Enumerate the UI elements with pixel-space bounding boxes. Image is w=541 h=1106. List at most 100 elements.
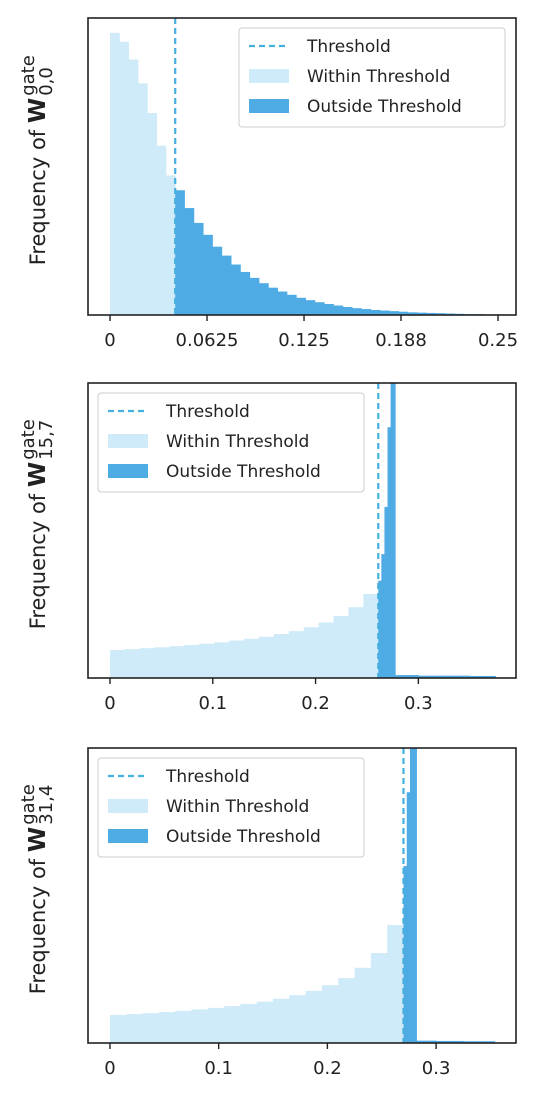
histogram-bar: [305, 300, 316, 315]
x-tick-label: 0: [104, 1058, 115, 1079]
y-label-text: Frequency of W: [25, 98, 51, 265]
histogram-bar: [370, 309, 381, 315]
histogram-bar: [109, 1014, 127, 1043]
histogram-bar: [289, 995, 307, 1043]
histogram-bar: [417, 312, 428, 315]
histogram-bar: [268, 287, 279, 315]
histogram-bar: [381, 554, 385, 678]
legend-label: Threshold: [165, 402, 250, 422]
histogram-bar: [398, 311, 409, 315]
legend-label: Threshold: [165, 767, 250, 787]
y-label-sup: gate: [18, 55, 39, 96]
histogram-bar: [214, 642, 230, 678]
panel: 0 0.0625 0.125 0.188 0.25 Frequency of Wgate0…: [18, 17, 518, 351]
histogram-bar: [314, 302, 325, 315]
histogram-bar: [436, 1040, 464, 1043]
histogram-bar: [147, 113, 157, 315]
histogram-bar: [286, 294, 297, 315]
legend-label: Within Threshold: [166, 432, 309, 452]
histogram-bar: [342, 306, 353, 315]
histogram-bar: [126, 1014, 143, 1043]
histogram-bar: [463, 1041, 496, 1043]
histogram-bar: [469, 675, 496, 678]
histogram-bar: [407, 312, 418, 315]
histogram-bar: [229, 640, 245, 678]
legend-swatch: [108, 464, 148, 478]
axes-frame: [87, 382, 517, 679]
histogram-bar: [296, 297, 306, 315]
histogram-bar: [184, 208, 195, 315]
x-tick-label: 0: [104, 330, 115, 351]
legend-box: [97, 757, 365, 858]
histogram-bar: [154, 647, 171, 678]
histogram-bar: [273, 634, 290, 678]
histogram-bar: [249, 277, 260, 315]
x-tick-label: 0.1: [204, 1058, 233, 1079]
histogram-bar: [124, 649, 141, 678]
histogram-bar: [338, 978, 355, 1043]
plot-area: [109, 383, 496, 678]
histogram-bar: [318, 622, 334, 678]
legend-label: Within Threshold: [307, 67, 450, 87]
x-tick-label: 0.25: [478, 330, 518, 351]
histogram-bar: [203, 234, 213, 315]
histogram-bar: [378, 580, 382, 678]
histogram-bar: [380, 310, 390, 315]
histogram-bar: [418, 675, 445, 678]
histogram-bar: [384, 506, 388, 678]
histogram-bar: [110, 32, 120, 315]
histogram-bar: [277, 291, 288, 315]
histogram-bar: [363, 593, 379, 678]
y-label-symbol: W: [25, 827, 51, 852]
histogram-bar: [199, 643, 215, 678]
x-tick-label: 0.2: [301, 693, 330, 714]
histogram-bar: [224, 1006, 241, 1043]
histogram-bar: [175, 1010, 192, 1043]
histogram-bar: [193, 222, 204, 315]
histogram-bar: [169, 646, 185, 678]
histogram-bar: [389, 311, 400, 315]
histogram-bar: [395, 675, 419, 678]
y-label-text: Frequency of W: [25, 462, 51, 629]
y-label-sub: 15,7: [36, 420, 57, 460]
histogram-bar: [221, 255, 232, 315]
histogram-bar: [142, 1013, 160, 1043]
histogram-bar: [240, 271, 251, 315]
y-label-text: Frequency of W: [25, 827, 51, 994]
x-tick-label: 0: [104, 693, 115, 714]
x-tick-label: 0.125: [278, 330, 330, 351]
x-tick-label: 0.0625: [176, 330, 239, 351]
histogram-bar: [128, 59, 139, 315]
histogram-bar: [403, 866, 408, 1043]
histogram-bar: [288, 631, 305, 678]
histogram-bar: [240, 1004, 258, 1043]
legend-label: Outside Threshold: [307, 97, 462, 117]
legend-swatch: [108, 799, 148, 813]
histogram-bar: [410, 748, 414, 1043]
histogram-bar: [435, 313, 446, 315]
legend-label: Outside Threshold: [166, 462, 321, 482]
x-tick-label: 0.2: [313, 1058, 342, 1079]
histogram-bar: [361, 309, 372, 315]
legend-label: Within Threshold: [166, 797, 309, 817]
histogram-bar: [119, 41, 130, 315]
histogram-bar: [259, 636, 275, 678]
histogram-bar: [354, 967, 372, 1043]
legend-swatch: [108, 829, 148, 843]
y-label-sup: gate: [18, 784, 39, 825]
histogram-bar: [256, 1001, 274, 1043]
plot-area: [109, 748, 496, 1043]
histogram-bar: [191, 1009, 209, 1043]
histogram-bar: [109, 649, 126, 678]
histogram-bar: [426, 312, 437, 315]
y-label-sup: gate: [18, 419, 39, 460]
histogram-bar: [352, 308, 362, 315]
histogram-bar: [390, 383, 396, 678]
legend-box: [238, 27, 506, 128]
legend: Threshold Within Threshold Outside Thresho…: [97, 757, 365, 858]
histogram-bar: [165, 175, 176, 315]
